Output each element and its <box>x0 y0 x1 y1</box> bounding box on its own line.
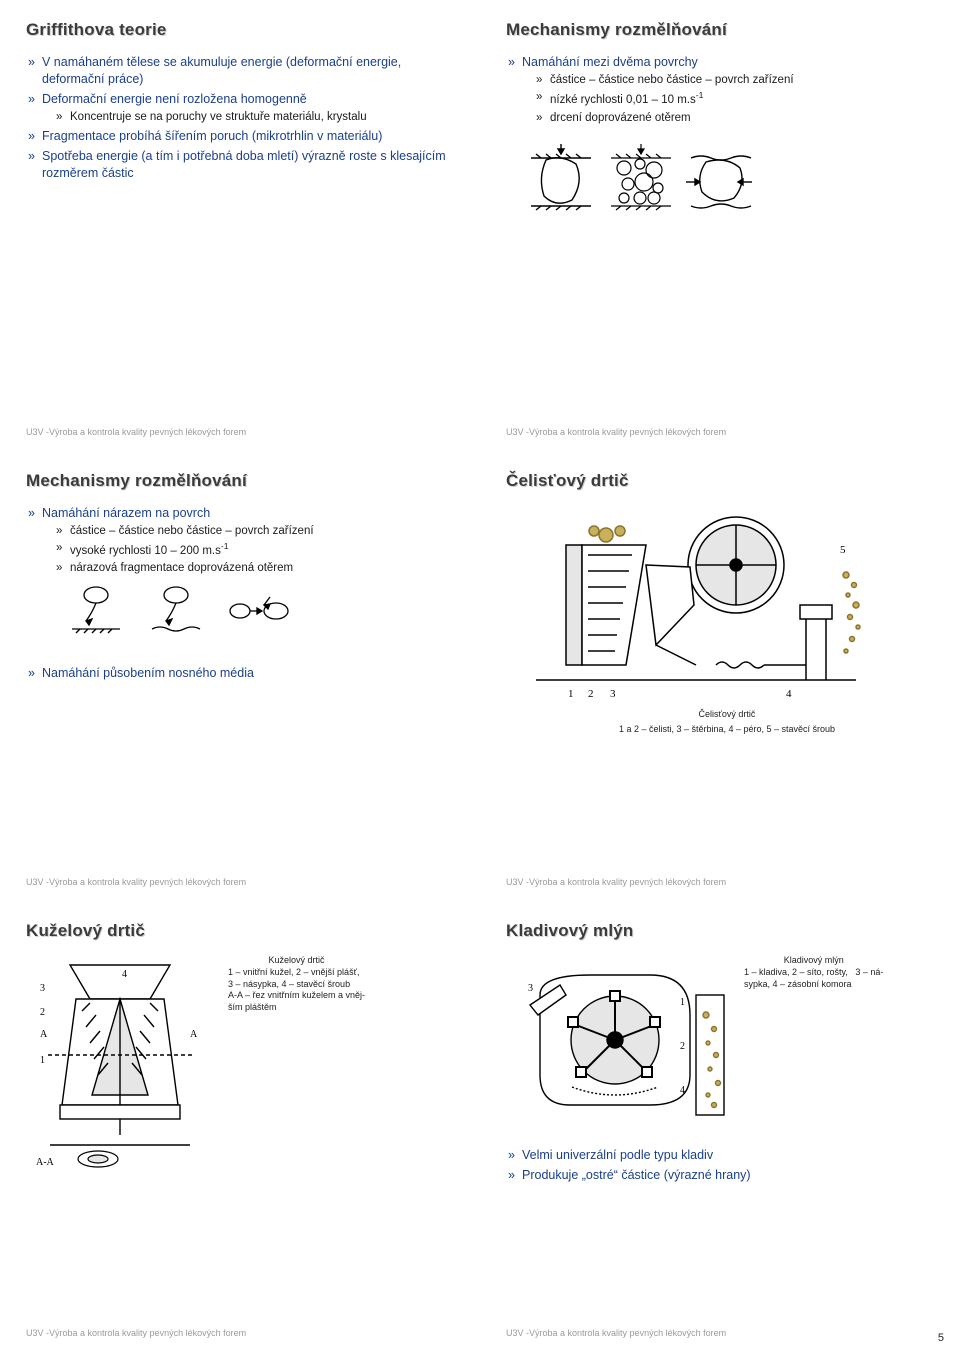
slide-footer: U3V -Výroba a kontrola kvality pevných l… <box>506 877 726 887</box>
cone-caption: 1 – vnitřní kužel, 2 – vnější plášť,3 – … <box>228 967 365 1014</box>
shear-diagram <box>526 142 938 222</box>
label-1: 1 <box>568 688 574 700</box>
slide-title: Čelisťový drtič <box>506 471 938 491</box>
label-3: 3 <box>610 688 616 700</box>
label-5: 5 <box>840 544 846 556</box>
bullet-list: V namáhaném tělese se akumuluje energie … <box>26 54 458 182</box>
slide-cone: Kuželový drtič <box>0 901 480 1352</box>
label-A: A <box>40 1029 48 1040</box>
label-3: 3 <box>528 983 533 994</box>
hammer-mill-diagram: 3 1 2 4 Kladivový mlýn 1 – kladiva, 2 – … <box>510 955 938 1125</box>
label-1: 1 <box>680 997 685 1008</box>
sub-bullet: částice – částice nebo částice – povrch … <box>536 73 938 89</box>
bullet-text: Namáhání mezi dvěma povrchy <box>522 55 698 69</box>
slide-footer: U3V -Výroba a kontrola kvality pevných l… <box>26 877 246 887</box>
bullet: Namáhání mezi dvěma povrchy částice – čá… <box>508 54 938 126</box>
sub-list: Koncentruje se na poruchy ve struktuře m… <box>42 110 458 126</box>
slide-mech2: Mechanismy rozmělňování Namáhání nárazem… <box>0 451 480 902</box>
slide-hammer: Kladivový mlýn <box>480 901 960 1352</box>
sub-bullet: nárazová fragmentace doprovázená otěrem <box>56 561 458 577</box>
bullet-list: Namáhání mezi dvěma povrchy částice – čá… <box>506 54 938 126</box>
bullet: Namáhání působením nosného média <box>28 665 458 682</box>
slide-title: Mechanismy rozmělňování <box>506 20 938 40</box>
sub-bullet: Koncentruje se na poruchy ve struktuře m… <box>56 110 458 126</box>
jaw-caption: 1 a 2 – čelisti, 3 – štěrbina, 4 – péro,… <box>516 724 938 735</box>
bullet: Deformační energie není rozložena homoge… <box>28 91 458 125</box>
label-1: 1 <box>40 1055 45 1066</box>
sub-bullet: vysoké rychlosti 10 – 200 m.s-1 <box>56 541 458 559</box>
hammer-caption-title: Kladivový mlýn <box>744 955 883 967</box>
slide-footer: U3V -Výroba a kontrola kvality pevných l… <box>506 427 726 437</box>
jaw-caption-title: Čelisťový drtič <box>516 709 938 720</box>
label-2: 2 <box>680 1041 685 1052</box>
bullet: Velmi univerzální podle typu kladiv <box>508 1147 938 1164</box>
label-AA: A-A <box>36 1157 55 1168</box>
sub-bullet: drcení doprovázené otěrem <box>536 111 938 127</box>
cone-crusher-diagram: 3 2 1 A A 4 A-A Kuželový drtič 1 – vnitř… <box>30 955 458 1175</box>
cone-caption-block: Kuželový drtič 1 – vnitřní kužel, 2 – vn… <box>228 955 365 1013</box>
slide-title: Griffithova teorie <box>26 20 458 40</box>
label-3: 3 <box>40 983 45 994</box>
label-2: 2 <box>588 688 594 700</box>
bullet-list: Namáhání nárazem na povrch částice – čás… <box>26 505 458 577</box>
slide-title: Kuželový drtič <box>26 921 458 941</box>
label-4: 4 <box>680 1085 685 1096</box>
bullet: Namáhání nárazem na povrch částice – čás… <box>28 505 458 577</box>
bullet-text: Deformační energie není rozložena homoge… <box>42 92 307 106</box>
label-4: 4 <box>786 688 792 700</box>
bullet-text: Namáhání nárazem na povrch <box>42 506 210 520</box>
slide-title: Kladivový mlýn <box>506 921 938 941</box>
slide-title: Mechanismy rozmělňování <box>26 471 458 491</box>
impact-diagram <box>66 583 458 639</box>
slide-footer: U3V -Výroba a kontrola kvality pevných l… <box>506 1328 726 1338</box>
label-A2: A <box>190 1029 198 1040</box>
cone-caption-title: Kuželový drtič <box>228 955 365 967</box>
bullet-list-2: Namáhání působením nosného média <box>26 665 458 682</box>
slide-footer: U3V -Výroba a kontrola kvality pevných l… <box>26 1328 246 1338</box>
bullet: Spotřeba energie (a tím i potřebná doba … <box>28 148 458 182</box>
bullet-list: Velmi univerzální podle typu kladiv Prod… <box>506 1147 938 1184</box>
slide-footer: U3V -Výroba a kontrola kvality pevných l… <box>26 427 246 437</box>
bullet: Fragmentace probíhá šířením poruch (mikr… <box>28 128 458 145</box>
page-number: 5 <box>938 1332 944 1344</box>
sub-bullet: nízké rychlosti 0,01 – 10 m.s-1 <box>536 90 938 108</box>
sub-bullet: částice – částice nebo částice – povrch … <box>56 524 458 540</box>
hammer-caption: 1 – kladiva, 2 – síto, rošty, 3 – ná-syp… <box>744 967 883 990</box>
jaw-crusher-diagram: 1 3 2 4 5 Čelisťový drtič 1 a 2 – čelist… <box>516 505 938 736</box>
sub-list: částice – částice nebo částice – povrch … <box>42 524 458 577</box>
hammer-caption-block: Kladivový mlýn 1 – kladiva, 2 – síto, ro… <box>744 955 883 990</box>
label-2: 2 <box>40 1007 45 1018</box>
slide-jaw: Čelisťový drtič <box>480 451 960 902</box>
sub-list: částice – částice nebo částice – povrch … <box>522 73 938 126</box>
slide-grid: Griffithova teorie V namáhaném tělese se… <box>0 0 960 1352</box>
slide-mech1: Mechanismy rozmělňování Namáhání mezi dv… <box>480 0 960 451</box>
bullet: V namáhaném tělese se akumuluje energie … <box>28 54 458 88</box>
label-4: 4 <box>122 969 127 980</box>
slide-griffith: Griffithova teorie V namáhaném tělese se… <box>0 0 480 451</box>
bullet: Produkuje „ostré“ částice (výrazné hrany… <box>508 1167 938 1184</box>
